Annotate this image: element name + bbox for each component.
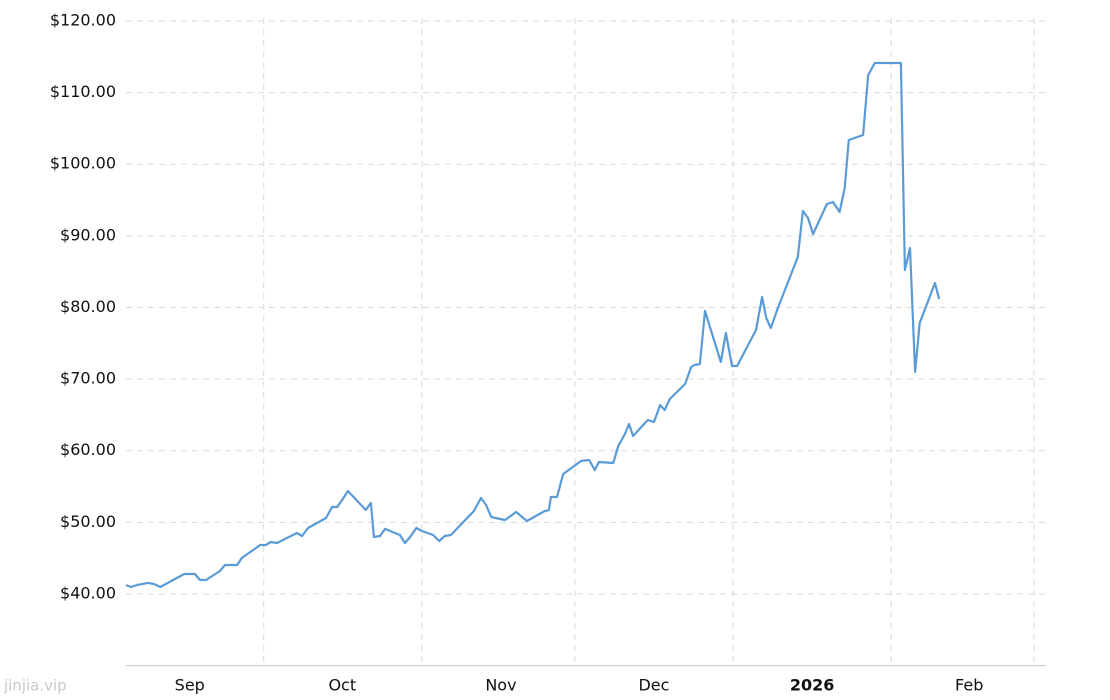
x-tick-label: Oct <box>328 676 356 695</box>
watermark: jinjia.vip <box>3 677 67 695</box>
x-tick-label: Feb <box>955 676 983 695</box>
y-tick-label: $60.00 <box>60 440 116 459</box>
y-tick-label: $100.00 <box>50 154 116 173</box>
y-tick-label: $50.00 <box>60 512 116 531</box>
y-tick-label: $110.00 <box>50 82 116 101</box>
y-tick-label: $90.00 <box>60 225 116 244</box>
y-tick-label: $120.00 <box>50 11 116 30</box>
x-tick-label: Nov <box>485 676 516 695</box>
y-tick-label: $70.00 <box>60 369 116 388</box>
y-tick-label: $40.00 <box>60 583 116 602</box>
x-tick-label: Sep <box>175 676 205 695</box>
y-tick-label: $80.00 <box>60 297 116 316</box>
x-tick-label: 2026 <box>790 676 835 695</box>
x-tick-label: Dec <box>638 676 669 695</box>
price-line <box>125 61 941 589</box>
